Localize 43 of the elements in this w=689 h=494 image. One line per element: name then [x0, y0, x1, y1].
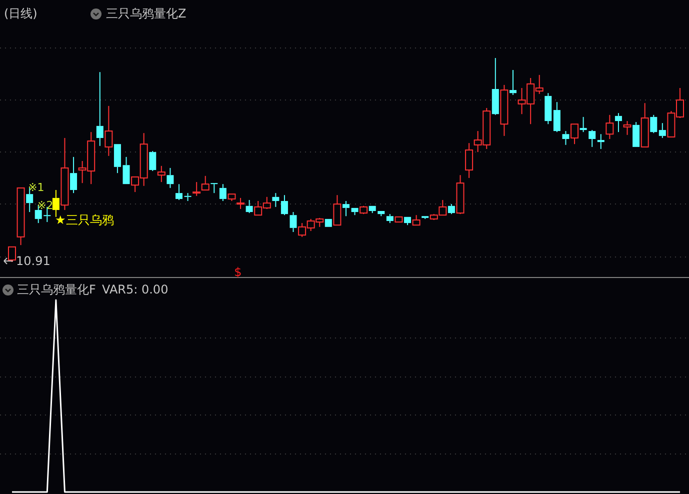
candlestick [246, 199, 253, 214]
annotation: 10.91 [16, 254, 50, 268]
annotation: ※1 [28, 181, 44, 194]
candlestick [465, 142, 474, 178]
candlestick [606, 114, 614, 140]
candlestick [597, 134, 604, 150]
candlestick [236, 197, 245, 210]
candlestick [157, 165, 166, 183]
candlestick [272, 192, 280, 208]
candlestick [96, 72, 104, 146]
chart-subtitle: 三只乌鸦量化Z [106, 6, 186, 20]
candlestick [52, 189, 60, 218]
candlestick [166, 167, 174, 188]
candlestick [149, 150, 156, 172]
candlestick [60, 137, 69, 210]
candlestick [500, 84, 508, 136]
candlestick [658, 122, 666, 138]
candlestick [544, 92, 552, 125]
candlestick [553, 102, 560, 133]
candlestick [70, 156, 78, 194]
annotation: ★三只乌鸦 [55, 213, 114, 227]
candlestick [290, 212, 297, 233]
candlestick [614, 112, 622, 133]
candlestick [280, 194, 288, 216]
candlestick [588, 130, 596, 148]
candlestick [104, 105, 113, 156]
candlestick [386, 214, 394, 224]
candlestick [650, 114, 658, 134]
text: $ [234, 265, 242, 279]
chart-subtitle: VAR5: 0.00 [102, 282, 168, 296]
candlestick [448, 204, 455, 215]
chart-title: 三只乌鸦量化F [17, 282, 96, 296]
candlestick [580, 116, 587, 133]
chart-title: (日线) [4, 6, 38, 20]
candlestick [219, 184, 226, 202]
candlestick [510, 70, 516, 96]
candlestick [342, 200, 350, 217]
candlestick [176, 184, 182, 200]
candlestick [562, 130, 570, 146]
candlestick [492, 58, 499, 116]
annotation: ※2 [37, 199, 54, 212]
candlestick [192, 182, 201, 196]
candlestick [184, 192, 192, 202]
